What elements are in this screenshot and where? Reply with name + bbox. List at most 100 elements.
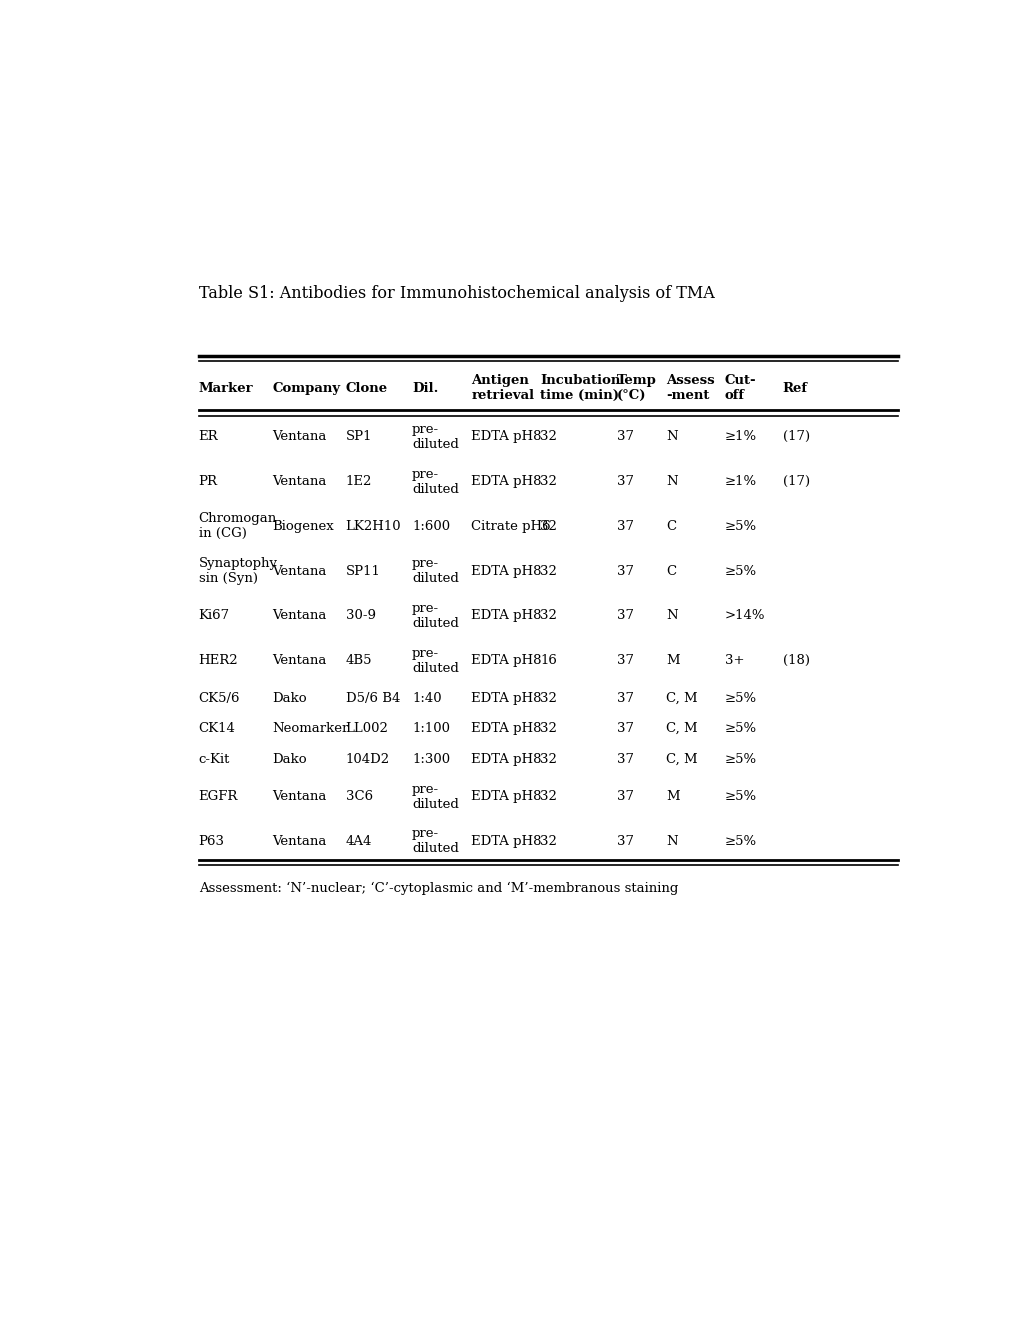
- Text: 4B5: 4B5: [345, 653, 372, 667]
- Text: c-Kit: c-Kit: [199, 752, 230, 766]
- Text: pre-
diluted: pre- diluted: [412, 828, 459, 855]
- Text: C, M: C, M: [665, 692, 697, 705]
- Text: 16: 16: [539, 653, 556, 667]
- Text: N: N: [665, 610, 677, 622]
- Text: 32: 32: [539, 610, 556, 622]
- Text: ≥5%: ≥5%: [725, 565, 756, 578]
- Text: Synaptophy
sin (Syn): Synaptophy sin (Syn): [199, 557, 277, 585]
- Text: EDTA pH8: EDTA pH8: [471, 475, 541, 488]
- Text: 32: 32: [539, 836, 556, 847]
- Text: 37: 37: [616, 475, 634, 488]
- Text: (18): (18): [782, 653, 809, 667]
- Text: 30-9: 30-9: [345, 610, 375, 622]
- Text: (17): (17): [782, 430, 809, 444]
- Text: CK5/6: CK5/6: [199, 692, 239, 705]
- Text: ≥5%: ≥5%: [725, 752, 756, 766]
- Text: Antigen
retrieval: Antigen retrieval: [471, 374, 534, 403]
- Text: EDTA pH8: EDTA pH8: [471, 692, 541, 705]
- Text: 1E2: 1E2: [345, 475, 372, 488]
- Text: pre-
diluted: pre- diluted: [412, 647, 459, 675]
- Text: Dako: Dako: [272, 692, 307, 705]
- Text: 37: 37: [616, 791, 634, 803]
- Text: 1:40: 1:40: [412, 692, 441, 705]
- Text: Ventana: Ventana: [272, 475, 326, 488]
- Text: 37: 37: [616, 610, 634, 622]
- Text: Company: Company: [272, 381, 340, 395]
- Text: 37: 37: [616, 836, 634, 847]
- Text: Ventana: Ventana: [272, 653, 326, 667]
- Text: N: N: [665, 836, 677, 847]
- Text: Cut-
off: Cut- off: [725, 374, 756, 403]
- Text: EDTA pH8: EDTA pH8: [471, 653, 541, 667]
- Text: 32: 32: [539, 565, 556, 578]
- Text: ≥5%: ≥5%: [725, 722, 756, 735]
- Text: C: C: [665, 520, 676, 533]
- Text: Ventana: Ventana: [272, 610, 326, 622]
- Text: 37: 37: [616, 752, 634, 766]
- Text: EGFR: EGFR: [199, 791, 237, 803]
- Text: 37: 37: [616, 692, 634, 705]
- Text: 32: 32: [539, 430, 556, 444]
- Text: CK14: CK14: [199, 722, 235, 735]
- Text: Incubation
time (min): Incubation time (min): [539, 374, 620, 403]
- Text: C, M: C, M: [665, 752, 697, 766]
- Text: pre-
diluted: pre- diluted: [412, 783, 459, 810]
- Text: Citrate pH6: Citrate pH6: [471, 520, 550, 533]
- Text: 1:300: 1:300: [412, 752, 449, 766]
- Text: Ventana: Ventana: [272, 836, 326, 847]
- Text: LL002: LL002: [345, 722, 388, 735]
- Text: 32: 32: [539, 752, 556, 766]
- Text: Neomarker: Neomarker: [272, 722, 348, 735]
- Text: Dil.: Dil.: [412, 381, 438, 395]
- Text: Chromogan
in (CG): Chromogan in (CG): [199, 512, 276, 540]
- Text: 32: 32: [539, 520, 556, 533]
- Text: Assess
-ment: Assess -ment: [665, 374, 714, 403]
- Text: Dako: Dako: [272, 752, 307, 766]
- Text: Clone: Clone: [345, 381, 387, 395]
- Text: ≥1%: ≥1%: [725, 475, 756, 488]
- Text: ≥5%: ≥5%: [725, 791, 756, 803]
- Text: ≥5%: ≥5%: [725, 520, 756, 533]
- Text: 104D2: 104D2: [345, 752, 389, 766]
- Text: Marker: Marker: [199, 381, 253, 395]
- Text: N: N: [665, 430, 677, 444]
- Text: 37: 37: [616, 430, 634, 444]
- Text: Assessment: ‘N’-nuclear; ‘C’-cytoplasmic and ‘M’-membranous staining: Assessment: ‘N’-nuclear; ‘C’-cytoplasmic…: [199, 882, 678, 895]
- Text: C, M: C, M: [665, 722, 697, 735]
- Text: C: C: [665, 565, 676, 578]
- Text: Ventana: Ventana: [272, 430, 326, 444]
- Text: ≥1%: ≥1%: [725, 430, 756, 444]
- Text: 37: 37: [616, 722, 634, 735]
- Text: Ventana: Ventana: [272, 565, 326, 578]
- Text: SP1: SP1: [345, 430, 372, 444]
- Text: 1:100: 1:100: [412, 722, 449, 735]
- Text: 32: 32: [539, 791, 556, 803]
- Text: 3C6: 3C6: [345, 791, 372, 803]
- Text: pre-
diluted: pre- diluted: [412, 467, 459, 495]
- Text: P63: P63: [199, 836, 224, 847]
- Text: 1:600: 1:600: [412, 520, 449, 533]
- Text: Ki67: Ki67: [199, 610, 229, 622]
- Text: Table S1: Antibodies for Immunohistochemical analysis of TMA: Table S1: Antibodies for Immunohistochem…: [199, 285, 713, 302]
- Text: N: N: [665, 475, 677, 488]
- Text: SP11: SP11: [345, 565, 380, 578]
- Text: EDTA pH8: EDTA pH8: [471, 791, 541, 803]
- Text: EDTA pH8: EDTA pH8: [471, 752, 541, 766]
- Text: M: M: [665, 653, 679, 667]
- Text: HER2: HER2: [199, 653, 238, 667]
- Text: pre-
diluted: pre- diluted: [412, 422, 459, 451]
- Text: ≥5%: ≥5%: [725, 836, 756, 847]
- Text: 32: 32: [539, 475, 556, 488]
- Text: Ref: Ref: [782, 381, 807, 395]
- Text: 3+: 3+: [725, 653, 744, 667]
- Text: pre-
diluted: pre- diluted: [412, 557, 459, 585]
- Text: PR: PR: [199, 475, 217, 488]
- Text: Biogenex: Biogenex: [272, 520, 333, 533]
- Text: 4A4: 4A4: [345, 836, 372, 847]
- Text: 32: 32: [539, 692, 556, 705]
- Text: EDTA pH8: EDTA pH8: [471, 610, 541, 622]
- Text: pre-
diluted: pre- diluted: [412, 602, 459, 630]
- Text: 37: 37: [616, 520, 634, 533]
- Text: EDTA pH8: EDTA pH8: [471, 430, 541, 444]
- Text: EDTA pH8: EDTA pH8: [471, 565, 541, 578]
